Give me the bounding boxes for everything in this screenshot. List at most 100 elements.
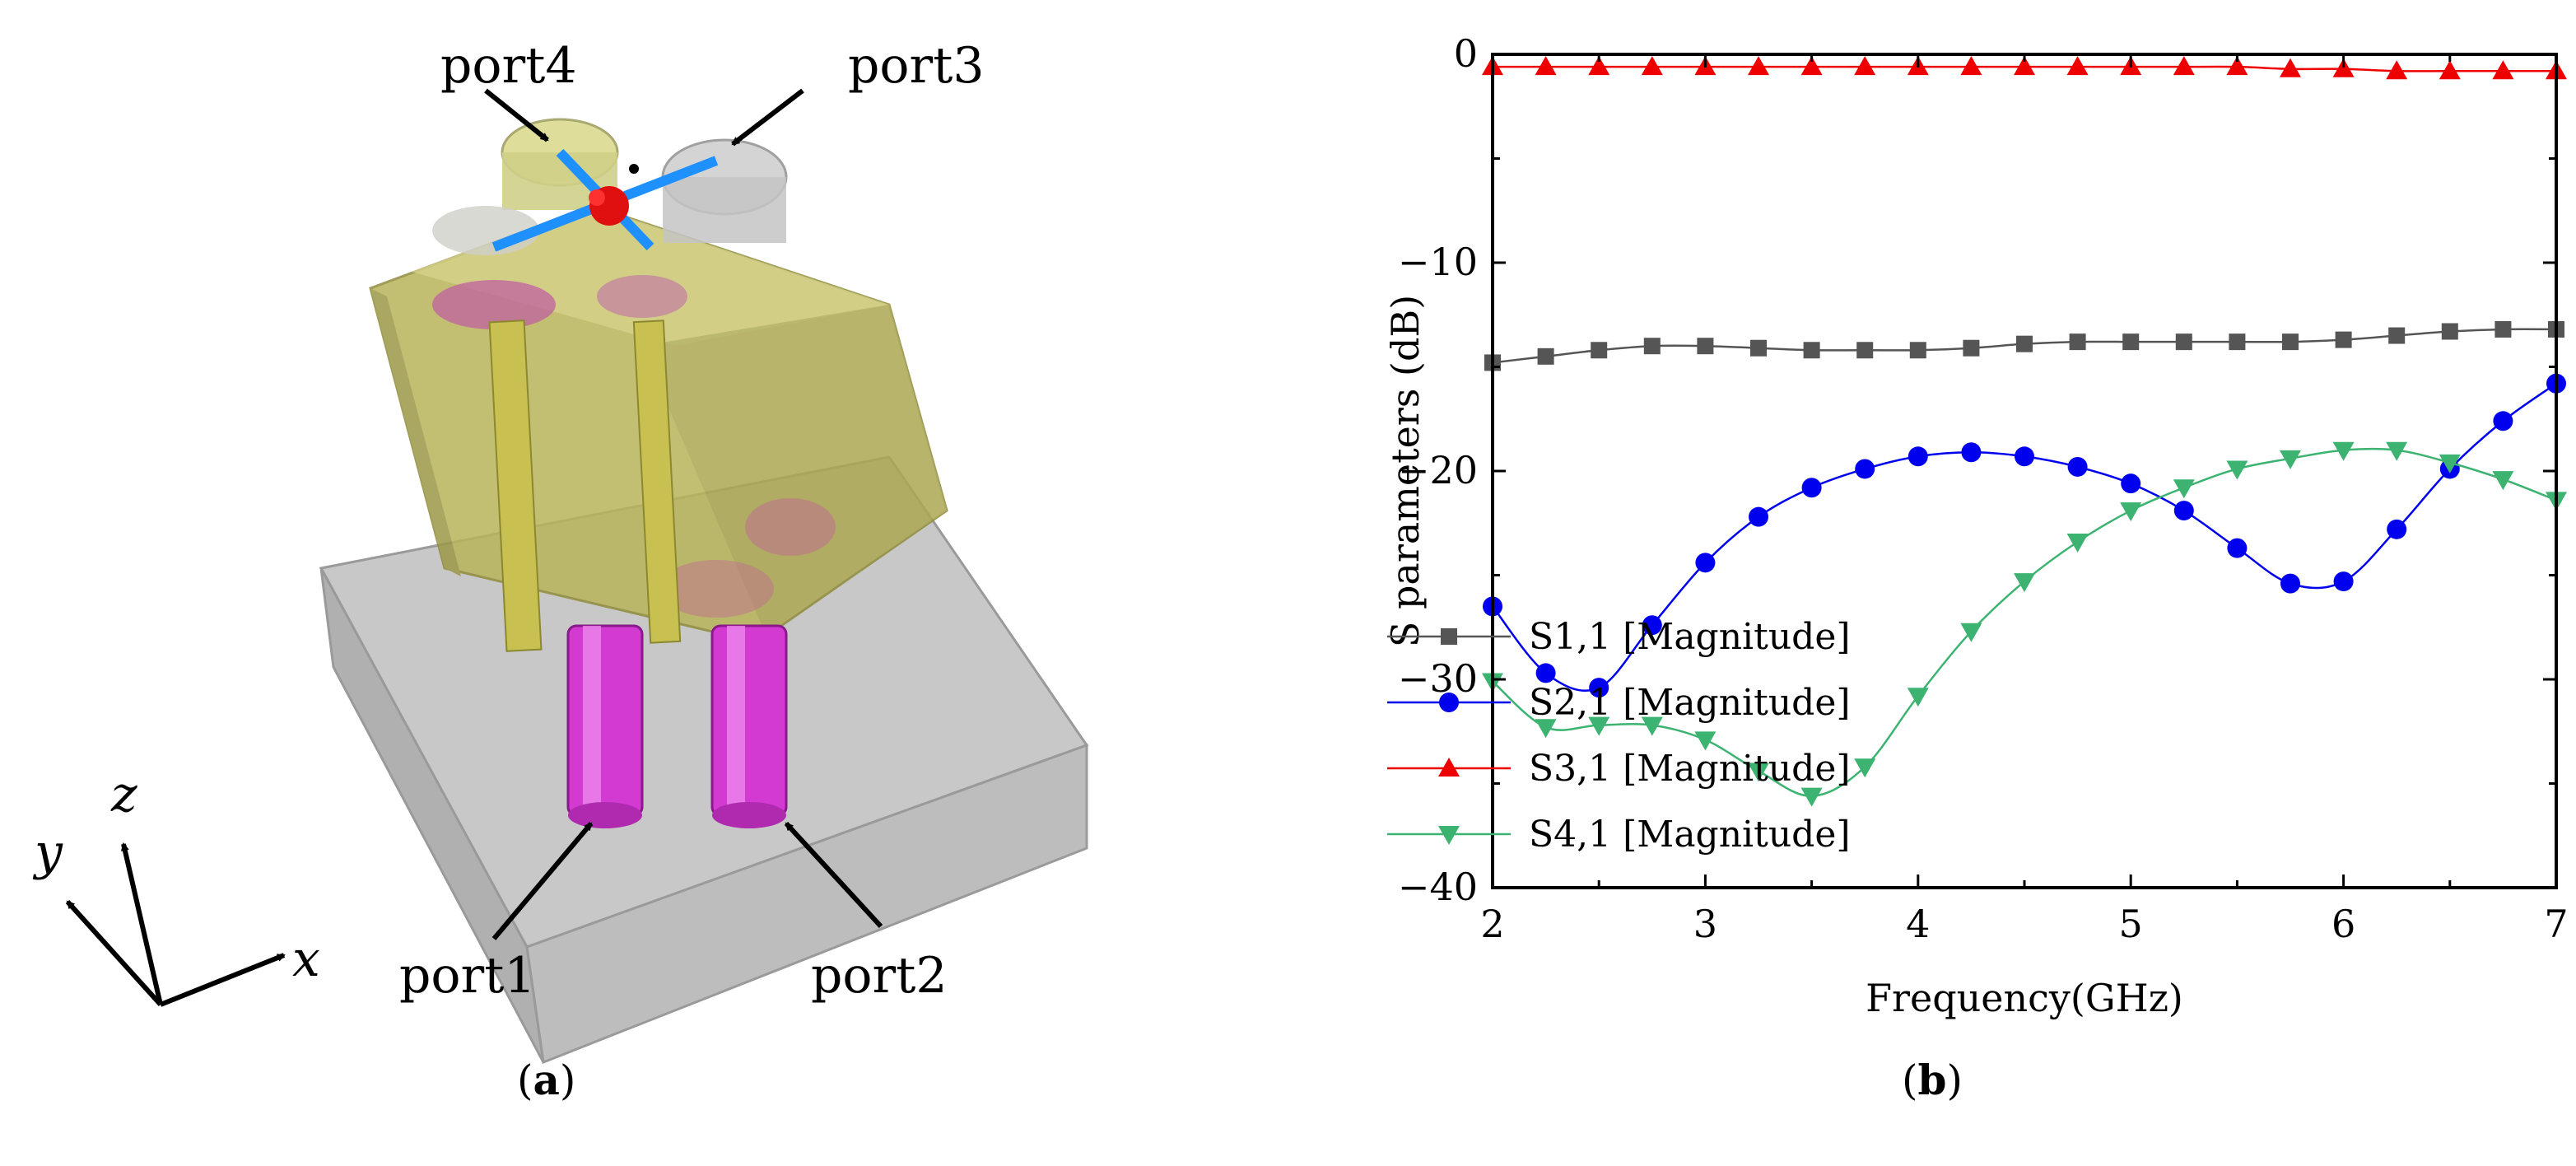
- figure-b-panel: 2 3 4 5 6 7 0 −10 −20 −30 −40 Frequency(GHz) S par…: [1284, 0, 2576, 1163]
- legend-label-1: S1,1 [Magnitude]: [1529, 616, 1851, 658]
- caption-b-close: ): [1946, 1056, 1963, 1104]
- data-point-s1: [1856, 342, 1874, 359]
- port1-label: port1: [399, 947, 536, 1005]
- figure-a-panel: port4 port3 port1 port2 x z y (a): [0, 0, 1284, 1163]
- data-point-s1: [2441, 323, 2458, 340]
- data-point-s1: [1697, 338, 1714, 355]
- s-parameter-chart: 2 3 4 5 6 7 0 −10 −20 −30 −40 Frequency(GHz) S par…: [1383, 31, 2569, 1020]
- data-point-s3: [2332, 58, 2355, 77]
- caption-b-text: (b): [1902, 1056, 1963, 1104]
- data-point-s4: [2332, 441, 2355, 461]
- y-axis-label: y: [32, 823, 63, 881]
- data-point-s1: [1803, 342, 1820, 359]
- data-point-s1: [1909, 342, 1926, 359]
- data-point-s1: [2069, 333, 2086, 351]
- data-point-s3: [1641, 56, 1663, 76]
- legend: S1,1 [Magnitude] S2,1 [Magnitude] S3,1 [Ma…: [1387, 616, 1851, 856]
- port4-arrow: [484, 88, 549, 142]
- data-point-s2: [1908, 446, 1928, 467]
- data-point-s2: [1961, 442, 1982, 463]
- data-point-s2: [2067, 456, 2088, 477]
- data-point-s3: [2173, 56, 2195, 76]
- data-point-s4: [1694, 731, 1717, 751]
- data-point-s2: [1535, 663, 1556, 683]
- data-point-s3: [2386, 60, 2408, 80]
- data-point-s1: [2122, 333, 2140, 351]
- data-point-s4: [2492, 471, 2514, 491]
- x-tick-label: 7: [2544, 902, 2568, 946]
- port1-arrow: [491, 822, 594, 940]
- data-point-s1: [1591, 342, 1608, 359]
- data-point-s2: [2280, 573, 2300, 594]
- y-tick-label: −20: [1398, 448, 1478, 492]
- caption-a-letter: a: [533, 1056, 560, 1104]
- data-point-s2: [2227, 538, 2248, 558]
- data-point-s2: [1749, 506, 1768, 527]
- data-point-s4: [1800, 787, 1823, 807]
- y-tick-label: −40: [1398, 865, 1478, 909]
- data-point-s4: [2120, 502, 2142, 522]
- legend-marker-4: [1438, 826, 1460, 845]
- legend-label-4: S4,1 [Magnitude]: [1529, 814, 1851, 856]
- data-point-s4: [1907, 688, 1929, 707]
- data-point-s4: [1748, 763, 1769, 782]
- data-point-s3: [2014, 56, 2035, 76]
- x-axis-title: Frequency(GHz): [1866, 976, 2183, 1020]
- data-point-s1: [2175, 333, 2192, 351]
- data-point-s3: [1800, 56, 1823, 76]
- x-tick-label: 3: [1693, 902, 1717, 946]
- data-point-s4: [2014, 573, 2035, 593]
- data-point-s1: [1643, 338, 1661, 355]
- data-point-s4: [2386, 441, 2408, 461]
- caption-b-open: (: [1902, 1056, 1918, 1104]
- z-axis-label: z: [110, 766, 137, 823]
- data-point-s4: [1854, 758, 1876, 778]
- data-point-s1: [1750, 339, 1767, 357]
- data-point-s3: [1748, 56, 1769, 76]
- data-point-s1: [2282, 333, 2299, 351]
- data-point-s1: [2229, 333, 2246, 351]
- data-point-s3: [2066, 56, 2089, 76]
- series-line-4: [1492, 447, 2557, 797]
- y-axis-title: S parameters (dB): [1383, 295, 1428, 647]
- legend-marker-1: [1441, 628, 1457, 645]
- coax-port2: [710, 624, 788, 828]
- antenna-3d-illustration: port4 port3 port1 port2 x z y: [32, 37, 1089, 1065]
- data-point-s1: [2335, 331, 2352, 348]
- data-point-s4: [2066, 534, 2089, 553]
- data-point-s2: [1642, 615, 1662, 636]
- data-point-s4: [1588, 716, 1610, 736]
- x-tick-label: 5: [2119, 902, 2143, 946]
- caption-a-open: (: [517, 1056, 533, 1104]
- y-tick-label: −10: [1398, 240, 1478, 284]
- data-point-s1: [1537, 347, 1554, 365]
- data-point-s2: [1801, 478, 1822, 498]
- legend-label-3: S3,1 [Magnitude]: [1529, 748, 1851, 790]
- port2-label: port2: [811, 947, 948, 1005]
- legend-marker-2: [1439, 693, 1459, 712]
- x-tick-label: 6: [2331, 902, 2355, 946]
- y-tick-label: 0: [1454, 31, 1478, 76]
- y-tick-label: −30: [1398, 656, 1478, 701]
- data-point-s4: [2173, 479, 2195, 499]
- x-tick-label: 2: [1480, 902, 1504, 946]
- data-point-s2: [2387, 519, 2407, 539]
- x-tick-label: 4: [1906, 902, 1930, 946]
- port4-label: port4: [440, 37, 577, 95]
- data-point-s2: [1695, 553, 1716, 573]
- caption-a: (a): [517, 1056, 575, 1104]
- data-point-s4: [1960, 623, 1982, 642]
- data-point-s4: [1535, 719, 1557, 739]
- data-point-s3: [2492, 60, 2514, 80]
- coax-port1: [566, 624, 644, 828]
- legend-label-2: S2,1 [Magnitude]: [1529, 682, 1851, 724]
- caption-a-close: ): [559, 1056, 576, 1104]
- x-axis-label: x: [292, 930, 320, 988]
- data-point-s2: [2333, 571, 2354, 592]
- port3-label: port3: [848, 37, 985, 95]
- data-point-s3: [1960, 56, 1982, 76]
- caption-b-letter: b: [1917, 1056, 1947, 1104]
- data-point-s2: [2173, 501, 2194, 521]
- top-cross-probes: [491, 148, 719, 252]
- data-point-s1: [2016, 335, 2033, 352]
